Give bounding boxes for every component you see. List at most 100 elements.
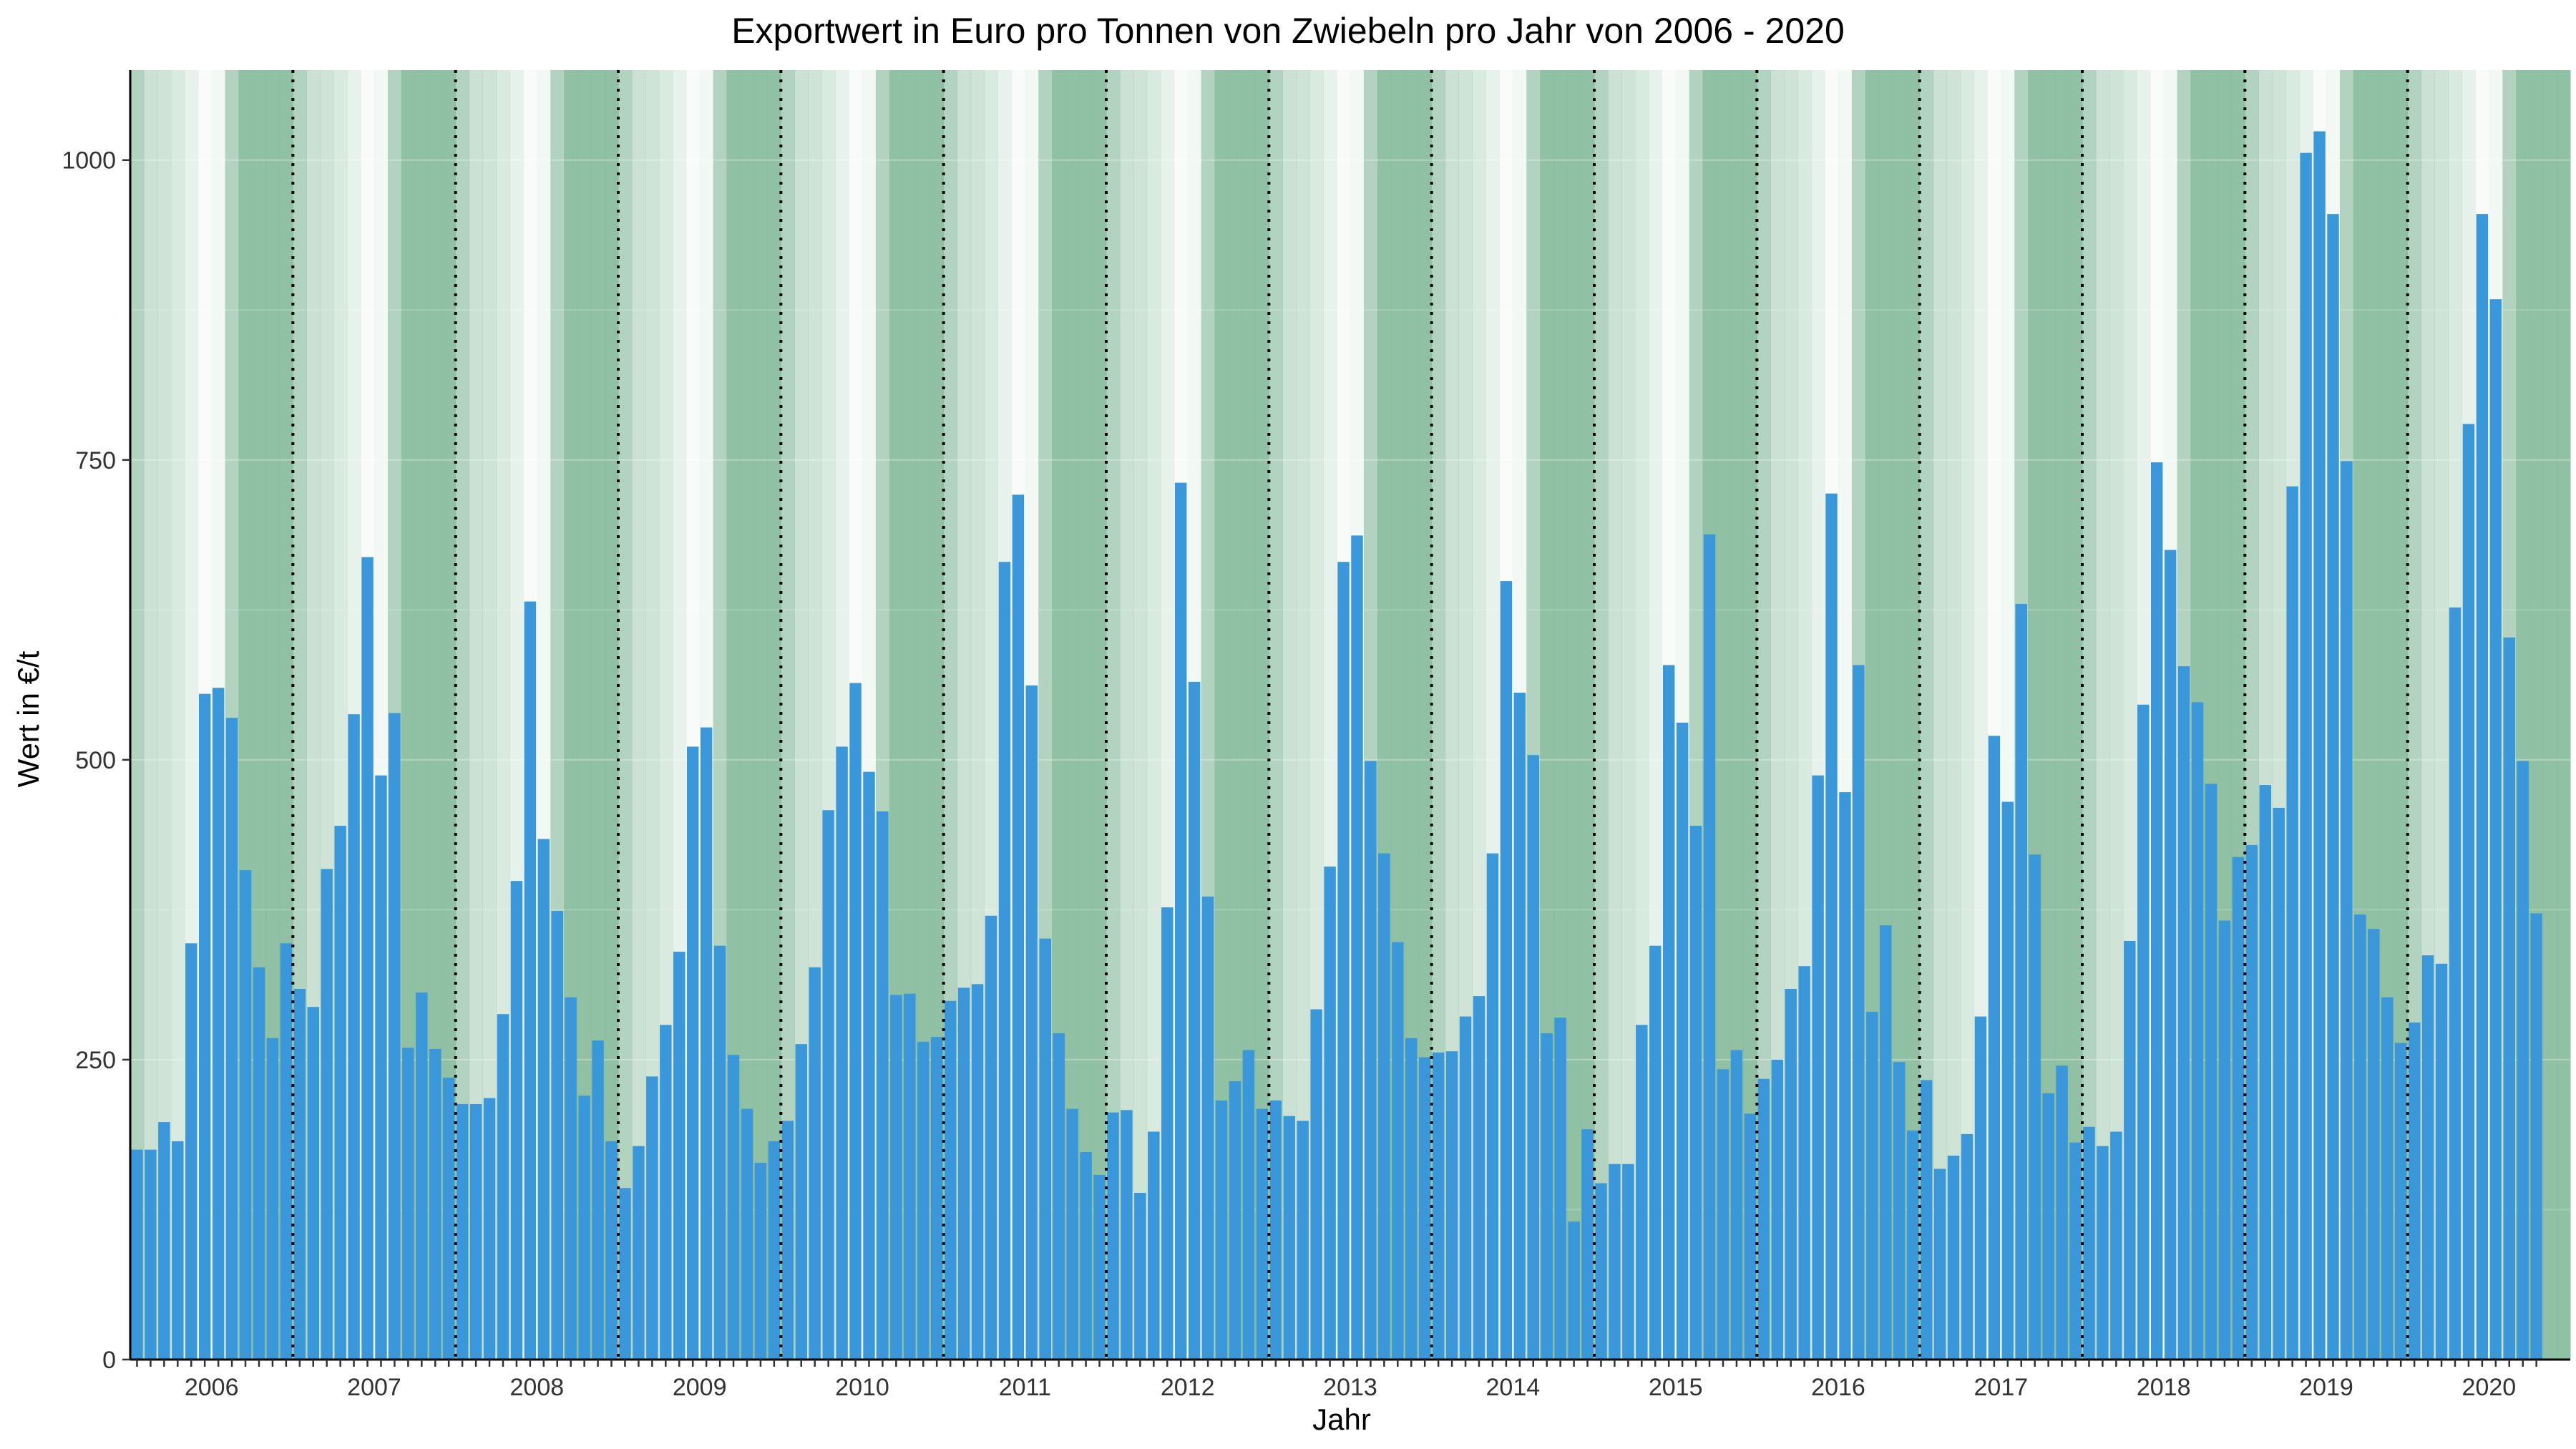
- bar: [551, 911, 563, 1360]
- bar: [307, 1007, 319, 1360]
- bar: [1310, 1009, 1322, 1360]
- background-band: [170, 70, 185, 1360]
- background-band: [1133, 70, 1148, 1360]
- bar: [998, 562, 1011, 1360]
- background-band: [2082, 70, 2097, 1360]
- bar: [1527, 755, 1539, 1360]
- background-band: [1445, 70, 1460, 1360]
- background-band: [645, 70, 660, 1360]
- bar: [781, 1121, 794, 1360]
- bar: [1324, 867, 1336, 1360]
- bar: [971, 984, 984, 1360]
- bar: [280, 943, 293, 1360]
- background-band: [1404, 70, 1419, 1360]
- background-band: [1770, 70, 1785, 1360]
- bar: [2381, 997, 2394, 1360]
- bar: [2042, 1093, 2054, 1360]
- y-tick-label: 750: [75, 447, 116, 474]
- y-tick-label: 1000: [62, 147, 116, 175]
- bar: [2259, 785, 2271, 1360]
- bar: [1174, 482, 1187, 1360]
- bar: [253, 967, 265, 1360]
- background-band: [455, 70, 470, 1360]
- background-band: [2394, 70, 2409, 1360]
- background-band: [143, 70, 158, 1360]
- bar: [429, 1048, 441, 1360]
- bar: [172, 1141, 184, 1360]
- bar: [2327, 214, 2339, 1360]
- bar: [1609, 1163, 1621, 1360]
- bar: [1798, 966, 1810, 1360]
- x-axis-title: Jahr: [1312, 1402, 1371, 1436]
- bar: [1581, 1129, 1594, 1360]
- background-band: [2041, 70, 2056, 1360]
- background-band: [1269, 70, 1283, 1360]
- bar: [2164, 550, 2177, 1360]
- background-band: [1933, 70, 1948, 1360]
- bar: [2029, 854, 2041, 1360]
- x-tick-label: 2012: [1161, 1374, 1215, 1401]
- bar: [1242, 1050, 1255, 1360]
- x-tick-label: 2020: [2462, 1374, 2517, 1401]
- bar: [2097, 1146, 2109, 1360]
- bar: [1269, 1100, 1282, 1360]
- background-band: [1906, 70, 1921, 1360]
- background-band: [1716, 70, 1730, 1360]
- bar: [266, 1038, 279, 1360]
- bar: [2273, 807, 2285, 1360]
- bar: [1365, 761, 1377, 1360]
- bar: [1757, 1078, 1770, 1360]
- background-band: [1296, 70, 1310, 1360]
- x-tick-label: 2008: [510, 1374, 565, 1401]
- bar: [1297, 1121, 1309, 1360]
- chart-title: Exportwert in Euro pro Tonnen von Zwiebe…: [731, 11, 1845, 51]
- bar: [131, 1149, 143, 1360]
- background-band: [157, 70, 172, 1360]
- background-band: [1960, 70, 1974, 1360]
- background-band: [1743, 70, 1757, 1360]
- bar: [2449, 607, 2462, 1360]
- bar: [1920, 1080, 1933, 1360]
- background-band: [1282, 70, 1297, 1360]
- background-band: [130, 70, 145, 1360]
- bar: [2001, 801, 2014, 1360]
- bar: [1405, 1038, 1418, 1360]
- bar: [2421, 955, 2434, 1360]
- background-band: [794, 70, 809, 1360]
- bar: [510, 881, 523, 1360]
- bar: [2218, 920, 2231, 1360]
- bar: [1215, 1100, 1228, 1360]
- bar: [2191, 702, 2204, 1360]
- bar: [1148, 1131, 1160, 1360]
- background-band: [1214, 70, 1229, 1360]
- bar: [619, 1188, 631, 1360]
- x-tick-label: 2009: [673, 1374, 727, 1401]
- x-tick-label: 2011: [999, 1374, 1051, 1401]
- bar: [1337, 562, 1350, 1360]
- bar: [592, 1040, 604, 1360]
- background-band: [1093, 70, 1107, 1360]
- bar: [1662, 665, 1675, 1360]
- background-band: [577, 70, 592, 1360]
- bar: [321, 869, 333, 1360]
- background-band: [1119, 70, 1134, 1360]
- bar: [2462, 424, 2475, 1360]
- bar: [795, 1044, 807, 1360]
- bar: [456, 1103, 469, 1360]
- background-band: [2095, 70, 2110, 1360]
- bar: [2368, 929, 2380, 1360]
- bar: [1201, 896, 1214, 1360]
- bar: [2394, 1043, 2407, 1360]
- bar: [2503, 637, 2515, 1360]
- background-band: [441, 70, 457, 1360]
- background-band: [1065, 70, 1080, 1360]
- background-band: [1567, 70, 1581, 1360]
- bar: [334, 826, 346, 1360]
- bar: [700, 727, 713, 1360]
- bar: [673, 952, 686, 1360]
- bar: [1730, 1050, 1743, 1360]
- bar: [361, 557, 374, 1360]
- bar: [1513, 692, 1526, 1360]
